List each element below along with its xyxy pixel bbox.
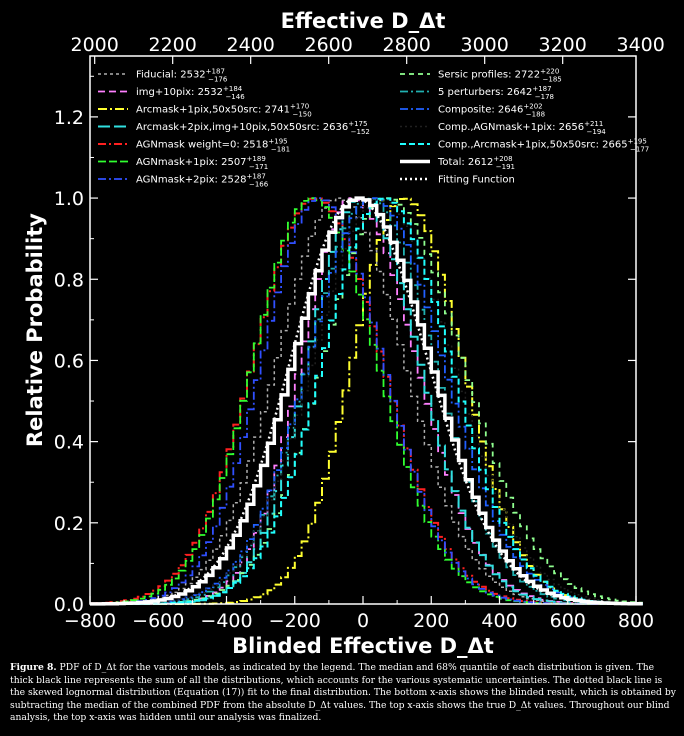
legend-entry-12: Total: 2612+208 −191 — [437, 155, 515, 171]
legend-entry-0: Fiducial: 2532+187 −176 — [136, 68, 228, 84]
y-tick-label: 1.0 — [54, 188, 84, 210]
series-line-6 — [90, 197, 643, 605]
legend-entry-5: AGNmask+1pix: 2507+189 −171 — [136, 155, 268, 171]
caption-label: Figure 8. — [10, 662, 57, 673]
pdf-chart: −800 −600 −400 −200 0 200 400 600 800 0.0 0.2 0.4 0.… — [0, 0, 684, 660]
x-tick-label: 400 — [481, 610, 517, 632]
chart-background — [0, 0, 684, 660]
x-tick-label: 800 — [618, 610, 654, 632]
y-axis-title: Relative Probability — [23, 213, 47, 447]
top-x-tick-label: 3200 — [539, 34, 587, 56]
x-tick-label: −400 — [200, 610, 252, 632]
figure-caption: Figure 8. PDF of D_Δt for the various mo… — [10, 662, 676, 725]
series-layer — [90, 196, 643, 606]
legend-entry-6: AGNmask+2pix: 2528+187 −166 — [136, 173, 269, 189]
top-x-axis-title: Effective D_Δt — [281, 9, 446, 33]
y-tick-label: 0.4 — [54, 432, 84, 454]
x-tick-label: −800 — [64, 610, 116, 632]
legend-entry-10: Comp.,AGNmask+1pix: 2656+211 −194 — [438, 120, 606, 136]
legend-entry-2: Arcmask+1pix,50x50src: 2741+170 −150 — [136, 103, 312, 119]
top-x-tick-label: 3400 — [617, 34, 665, 56]
series-line-11 — [90, 197, 643, 605]
legend-entry-9: Composite: 2646+202 −188 — [438, 103, 545, 119]
legend-entry-8: 5 perturbers: 2642+187 −178 — [438, 85, 554, 101]
legend-entry-3: Arcmask+2pix,img+10pix,50x50src: 2636+17… — [136, 120, 370, 136]
y-tick-label: 0.6 — [54, 350, 84, 372]
legend-entry-13: Fitting Function — [438, 175, 515, 186]
top-x-tick-label: 2600 — [305, 34, 353, 56]
x-tick-label: 600 — [550, 610, 586, 632]
top-x-tick-label: 3000 — [461, 34, 509, 56]
x-tick-label: 200 — [413, 610, 449, 632]
y-tick-label: 0.2 — [54, 513, 84, 535]
top-x-tick-label: 2000 — [71, 34, 119, 56]
legend-entry-4: AGNmask weight=0: 2518+195 −181 — [136, 138, 290, 154]
legend-entry-11: Comp.,Arcmask+1pix,50x50src: 2665+195 −17… — [438, 138, 649, 154]
top-x-tick-label: 2200 — [149, 34, 197, 56]
x-axis-title: Blinded Effective D_Δt — [232, 634, 494, 658]
series-line-12 — [90, 196, 643, 606]
caption-text: PDF of D_Δt for the various models, as i… — [10, 662, 676, 723]
top-x-tick-label: 2400 — [227, 34, 275, 56]
y-tick-label: 0.8 — [54, 269, 84, 291]
x-tick-label: 0 — [357, 610, 369, 632]
x-tick-label: −200 — [269, 610, 321, 632]
x-tick-label: −600 — [132, 610, 184, 632]
ticks-layer: −800 −600 −400 −200 0 200 400 600 800 0.0 0.2 0.4 0.… — [54, 34, 665, 632]
y-tick-label: 0.0 — [54, 594, 84, 616]
top-x-tick-label: 2800 — [383, 34, 431, 56]
legend-entry-1: img+10pix: 2532+184 −146 — [136, 85, 245, 101]
y-tick-label: 1.2 — [54, 107, 84, 129]
legend-entry-7: Sersic profiles: 2722+220 −185 — [438, 68, 562, 84]
